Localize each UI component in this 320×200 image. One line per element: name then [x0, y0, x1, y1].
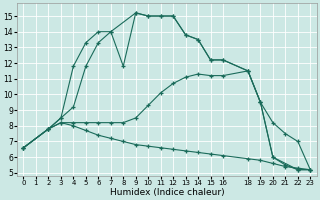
X-axis label: Humidex (Indice chaleur): Humidex (Indice chaleur)	[109, 188, 224, 197]
